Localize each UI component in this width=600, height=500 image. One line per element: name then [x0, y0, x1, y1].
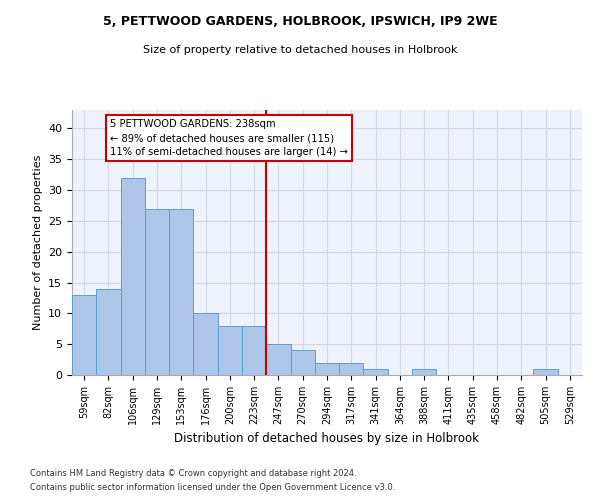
Bar	[218, 326, 242, 375]
Text: Size of property relative to detached houses in Holbrook: Size of property relative to detached ho…	[143, 45, 457, 55]
Bar	[193, 314, 218, 375]
Bar	[121, 178, 145, 375]
Text: Contains HM Land Registry data © Crown copyright and database right 2024.: Contains HM Land Registry data © Crown c…	[30, 468, 356, 477]
Bar	[96, 288, 121, 375]
Bar	[72, 295, 96, 375]
Text: Contains public sector information licensed under the Open Government Licence v3: Contains public sector information licen…	[30, 484, 395, 492]
Text: 5 PETTWOOD GARDENS: 238sqm
← 89% of detached houses are smaller (115)
11% of sem: 5 PETTWOOD GARDENS: 238sqm ← 89% of deta…	[110, 119, 347, 157]
Text: 5, PETTWOOD GARDENS, HOLBROOK, IPSWICH, IP9 2WE: 5, PETTWOOD GARDENS, HOLBROOK, IPSWICH, …	[103, 15, 497, 28]
Bar	[169, 208, 193, 375]
Bar	[145, 208, 169, 375]
Bar	[290, 350, 315, 375]
Bar	[339, 362, 364, 375]
Y-axis label: Number of detached properties: Number of detached properties	[32, 155, 43, 330]
X-axis label: Distribution of detached houses by size in Holbrook: Distribution of detached houses by size …	[175, 432, 479, 446]
Bar	[266, 344, 290, 375]
Bar	[315, 362, 339, 375]
Bar	[533, 369, 558, 375]
Bar	[242, 326, 266, 375]
Bar	[364, 369, 388, 375]
Bar	[412, 369, 436, 375]
